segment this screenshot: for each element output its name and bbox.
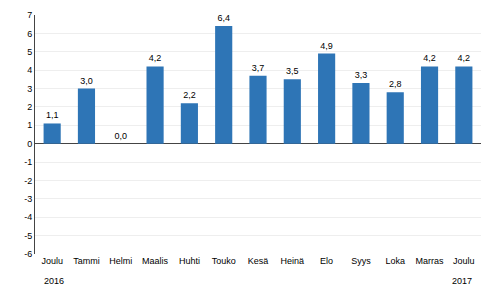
svg-text:Elo: Elo [320, 256, 333, 266]
svg-text:Maalis: Maalis [142, 256, 169, 266]
svg-text:4: 4 [27, 65, 32, 75]
svg-text:4,2: 4,2 [149, 53, 162, 63]
svg-text:0,0: 0,0 [115, 131, 128, 141]
svg-text:Marras: Marras [416, 256, 445, 266]
svg-text:3,3: 3,3 [355, 70, 368, 80]
svg-text:2017: 2017 [452, 276, 472, 286]
svg-text:Kesä: Kesä [248, 256, 269, 266]
svg-text:2,8: 2,8 [389, 79, 402, 89]
svg-text:3,5: 3,5 [286, 66, 299, 76]
svg-text:-5: -5 [24, 231, 32, 241]
svg-text:1: 1 [27, 120, 32, 130]
svg-text:-4: -4 [24, 212, 32, 222]
svg-text:Huhti: Huhti [179, 256, 200, 266]
svg-text:7: 7 [27, 10, 32, 20]
svg-text:Joulu: Joulu [453, 256, 475, 266]
svg-text:Loka: Loka [385, 256, 405, 266]
svg-text:5: 5 [27, 47, 32, 57]
svg-text:2016: 2016 [44, 276, 64, 286]
svg-text:4,2: 4,2 [423, 53, 436, 63]
svg-text:Tammi: Tammi [73, 256, 100, 266]
svg-text:3,7: 3,7 [252, 63, 265, 73]
svg-text:1,1: 1,1 [46, 110, 59, 120]
svg-text:0: 0 [27, 139, 32, 149]
svg-text:3: 3 [27, 84, 32, 94]
svg-text:Syys: Syys [351, 256, 371, 266]
svg-text:-1: -1 [24, 157, 32, 167]
svg-text:6: 6 [27, 29, 32, 39]
svg-text:2: 2 [27, 102, 32, 112]
svg-text:-2: -2 [24, 176, 32, 186]
svg-text:2,2: 2,2 [183, 90, 196, 100]
svg-text:6,4: 6,4 [217, 13, 230, 23]
svg-text:Joulu: Joulu [41, 256, 63, 266]
svg-text:4,9: 4,9 [320, 41, 333, 51]
svg-text:-3: -3 [24, 194, 32, 204]
svg-text:Helmi: Helmi [109, 256, 132, 266]
svg-text:Heinä: Heinä [281, 256, 305, 266]
svg-text:3,0: 3,0 [80, 76, 93, 86]
svg-text:4,2: 4,2 [458, 53, 471, 63]
svg-text:Touko: Touko [212, 256, 236, 266]
svg-text:-6: -6 [24, 249, 32, 259]
